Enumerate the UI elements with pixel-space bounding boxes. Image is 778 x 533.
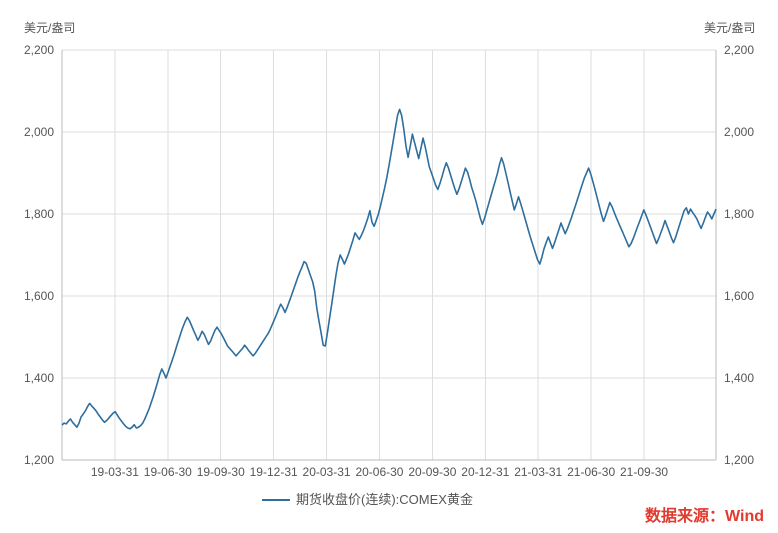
y-tick-left: 1,400 <box>24 371 54 385</box>
y-tick-right: 1,400 <box>724 371 754 385</box>
y-axis-title-right: 美元/盎司 <box>704 21 755 35</box>
y-tick-left: 2,000 <box>24 125 54 139</box>
x-tick: 21-03-31 <box>514 465 562 479</box>
chart-svg: 1,200 1,200 1,400 1,400 1,600 1,600 1,800 1,800… <box>0 0 778 533</box>
x-tick: 19-12-31 <box>250 465 298 479</box>
legend-label: 期货收盘价(连续):COMEX黄金 <box>296 492 473 507</box>
x-tick: 20-09-30 <box>408 465 456 479</box>
y-tick-left: 1,200 <box>24 453 54 467</box>
x-tick: 20-12-31 <box>461 465 509 479</box>
y-tick-left: 2,200 <box>24 43 54 57</box>
chart-container: 1,200 1,200 1,400 1,400 1,600 1,600 1,800 1,800… <box>0 0 778 533</box>
y-axis-title-left: 美元/盎司 <box>24 21 75 35</box>
y-tick-left: 1,800 <box>24 207 54 221</box>
x-tick: 19-06-30 <box>144 465 192 479</box>
x-tick: 20-03-31 <box>303 465 351 479</box>
y-tick-right: 1,800 <box>724 207 754 221</box>
x-tick: 19-03-31 <box>91 465 139 479</box>
y-tick-right: 2,000 <box>724 125 754 139</box>
x-tick: 19-09-30 <box>197 465 245 479</box>
y-tick-right: 1,200 <box>724 453 754 467</box>
x-tick: 21-09-30 <box>620 465 668 479</box>
y-tick-right: 1,600 <box>724 289 754 303</box>
x-tick: 20-06-30 <box>355 465 403 479</box>
x-tick: 21-06-30 <box>567 465 615 479</box>
y-tick-left: 1,600 <box>24 289 54 303</box>
y-tick-right: 2,200 <box>724 43 754 57</box>
data-source: 数据来源：Wind <box>645 506 764 525</box>
